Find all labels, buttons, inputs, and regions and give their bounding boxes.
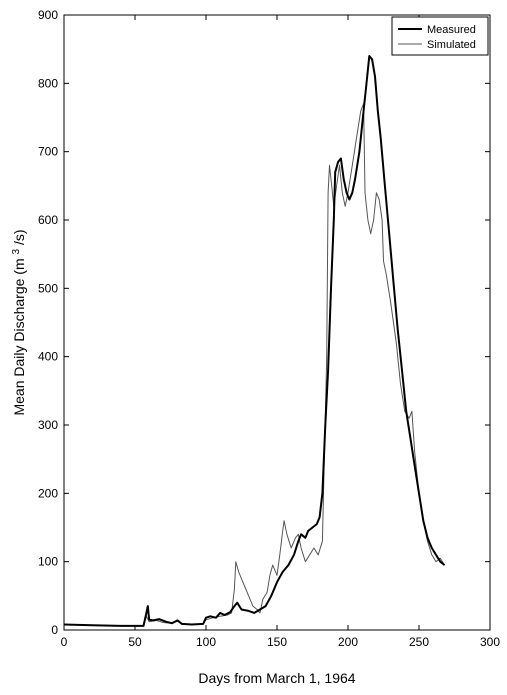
x-tick-label: 100 bbox=[196, 635, 216, 649]
plot-frame bbox=[63, 14, 491, 631]
x-tick-label: 250 bbox=[409, 635, 429, 649]
y-axis-label: Mean Daily Discharge (m 3 /s) bbox=[6, 229, 27, 415]
y-axis-label-exponent: 3 bbox=[11, 248, 22, 254]
legend-label-measured: Measured bbox=[427, 24, 476, 36]
legend-box bbox=[391, 16, 489, 56]
series-line-measured bbox=[63, 55, 446, 627]
y-tick-label: 900 bbox=[38, 8, 58, 22]
x-tick-label: 200 bbox=[338, 635, 358, 649]
y-tick-label: 100 bbox=[38, 555, 58, 569]
axes: 0 50 100 150 200 250 300 0 100 200 300 400 500 600 700… bbox=[38, 8, 500, 649]
y-axis-label-prefix: Mean Daily Discharge (m bbox=[11, 258, 27, 415]
x-tick-label: 300 bbox=[480, 635, 500, 649]
y-tick-label: 0 bbox=[51, 623, 58, 637]
x-tick-label: 50 bbox=[128, 635, 142, 649]
y-tick-label: 500 bbox=[38, 281, 58, 295]
y-tick-label: 700 bbox=[38, 145, 58, 159]
y-tick-label: 300 bbox=[38, 418, 58, 432]
legend-label-simulated: Simulated bbox=[427, 39, 476, 51]
y-tick-label: 800 bbox=[38, 76, 58, 90]
y-tick-label: 600 bbox=[38, 213, 58, 227]
y-tick-label: 400 bbox=[38, 350, 58, 364]
x-axis-label: Days from March 1, 1964 bbox=[198, 670, 355, 686]
legend: Measured Simulated bbox=[391, 16, 489, 56]
x-tick-label: 150 bbox=[267, 635, 287, 649]
plot-area bbox=[63, 55, 446, 627]
x-tick-label: 0 bbox=[61, 635, 68, 649]
y-axis-label-suffix: /s) bbox=[11, 229, 27, 245]
series-line-simulated bbox=[63, 103, 446, 627]
y-tick-label: 200 bbox=[38, 486, 58, 500]
